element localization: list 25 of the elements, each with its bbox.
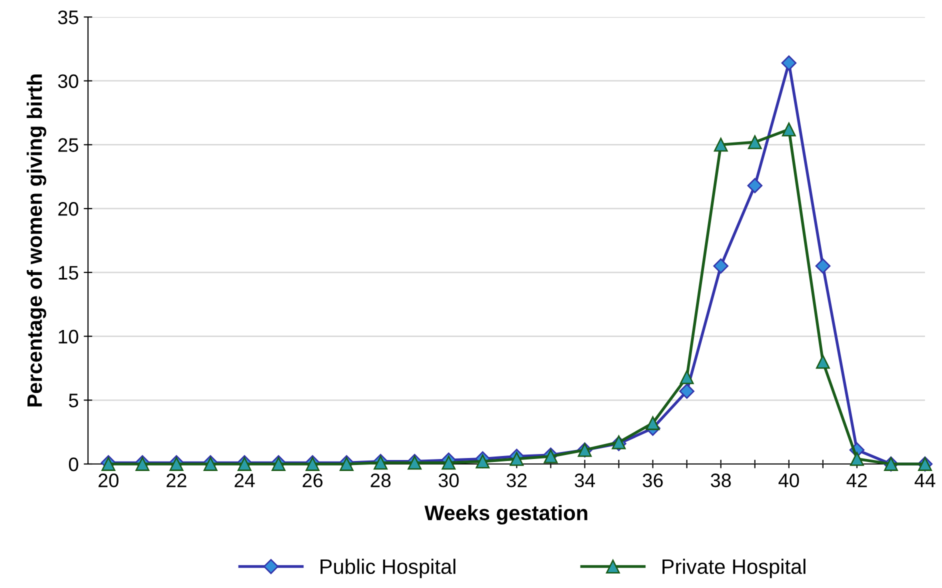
x-tick-label: 36 [642,474,663,488]
x-tick-label: 44 [914,474,936,488]
legend-label: Private Hospital [662,558,806,578]
y-tick-label: 15 [58,266,78,280]
y-tick-label: 0 [68,457,78,472]
y-tick-label: 25 [58,138,78,152]
legend-label: Public Hospital [320,558,456,578]
x-axis-title: Weeks gestation [424,505,588,525]
x-tick-label: 24 [234,474,255,488]
y-tick-label: 20 [58,202,78,216]
x-tick-label: 26 [302,474,323,488]
x-tick-label: 40 [778,474,799,488]
x-tick-label: 38 [710,474,731,488]
y-tick-label: 5 [68,394,78,408]
x-tick-label: 34 [574,474,595,488]
x-tick-label: 22 [166,474,186,488]
x-tick-label: 32 [506,474,527,488]
y-tick-label: 10 [58,330,78,344]
y-tick-label: 35 [58,10,78,24]
x-tick-label: 20 [98,474,118,488]
x-tick-label: 30 [438,474,459,488]
x-tick-label: 28 [370,474,391,488]
y-axis-title: Percentage of women giving birth [26,74,46,406]
y-tick-label: 30 [58,74,78,88]
x-tick-label: 42 [846,474,867,488]
